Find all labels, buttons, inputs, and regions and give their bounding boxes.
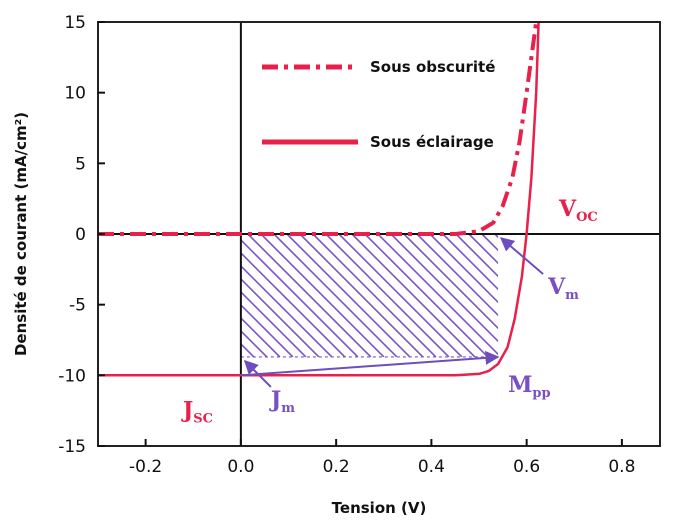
arrow-vm <box>500 237 544 275</box>
y-axis-title: Densité de courant (mA/cm²) <box>12 112 30 356</box>
axis-ticks: -0.2 0.0 0.2 0.4 0.6 0.8 15 10 5 0 -5 -10 -15 <box>58 13 635 477</box>
hatch-line <box>240 290 307 357</box>
hatch-line <box>390 234 499 343</box>
annotation-vm-sub: m <box>565 288 579 303</box>
annotation-jm-main: J <box>269 387 281 413</box>
annotation-voc-main: V <box>558 196 577 222</box>
annotation-vm: Vm <box>547 274 579 303</box>
hatch-line <box>240 355 242 357</box>
arrow-jm <box>243 359 272 388</box>
hatch-line <box>240 329 268 357</box>
x-tick-label: 0.8 <box>608 457 635 477</box>
y-tick-label: 0 <box>75 225 86 245</box>
legend: Sous obscurité Sous éclairage <box>262 58 495 151</box>
x-tick-label: 0.0 <box>227 457 254 477</box>
series-layer <box>98 22 540 377</box>
annotation-jsc: JSC <box>181 397 213 426</box>
hatch-line <box>442 234 499 291</box>
y-tick-label: 5 <box>75 154 86 174</box>
hatch-line <box>429 234 499 304</box>
hatch-line <box>240 277 320 357</box>
annotation-vm-main: V <box>547 274 566 300</box>
annotation-voc-sub: OC <box>576 210 598 225</box>
x-axis-title: Tension (V) <box>332 499 427 517</box>
hatch-line <box>468 234 499 265</box>
hatch-line <box>286 234 411 357</box>
hatch-line <box>240 264 333 357</box>
x-tick-label: -0.2 <box>129 457 162 477</box>
hatch-line <box>240 238 359 357</box>
arrow-jsc-to-mpp <box>240 350 500 377</box>
x-tick-label: 0.2 <box>323 457 350 477</box>
y-tick-label: 10 <box>64 84 86 104</box>
annotation-jm-sub: m <box>281 401 295 416</box>
hatch-line <box>299 234 424 357</box>
hatch-lines <box>240 234 675 357</box>
annotation-jsc-sub: SC <box>193 411 213 426</box>
x-tick-label: 0.6 <box>513 457 540 477</box>
hatch-line <box>416 234 499 317</box>
hatch-line <box>455 234 499 278</box>
hatch-line <box>612 234 675 357</box>
hatch-line <box>240 251 346 357</box>
hatch-line <box>325 234 450 357</box>
hatch-line <box>377 234 499 356</box>
hatch-line <box>599 234 675 357</box>
y-tick-label: -5 <box>69 296 86 316</box>
hatch-line <box>240 342 255 357</box>
legend-label-sous-obscurite: Sous obscurité <box>370 58 495 76</box>
hatch-line <box>260 234 385 357</box>
hatch-line <box>403 234 499 330</box>
annotation-jsc-main: J <box>181 397 193 423</box>
hatch-line <box>240 316 281 357</box>
hatch-line <box>364 234 489 357</box>
hatch-line <box>312 234 437 357</box>
series-line-0 <box>98 22 539 236</box>
annotation-mpp: Mpp <box>508 372 551 401</box>
annotation-mpp-main: M <box>508 372 532 398</box>
y-tick-label: 15 <box>64 13 86 33</box>
annotation-voc: VOC <box>558 196 598 225</box>
hatch-line <box>273 234 398 357</box>
hatch-line <box>586 234 675 357</box>
y-tick-label: -15 <box>58 437 86 457</box>
y-tick-label: -10 <box>58 366 86 386</box>
hatch-line <box>338 234 463 357</box>
x-tick-label: 0.4 <box>418 457 445 477</box>
max-power-rectangle <box>240 234 675 358</box>
hatch-line <box>521 234 644 357</box>
hatch-line <box>240 303 294 357</box>
annotation-jm: Jm <box>269 387 295 416</box>
hatch-line <box>247 234 372 357</box>
series-line-1 <box>98 22 540 377</box>
annotation-arrows <box>240 237 544 388</box>
annotation-mpp-sub: pp <box>532 386 550 401</box>
hatch-line <box>481 234 499 252</box>
legend-label-sous-eclairage: Sous éclairage <box>370 133 494 151</box>
hatch-line <box>351 234 476 357</box>
